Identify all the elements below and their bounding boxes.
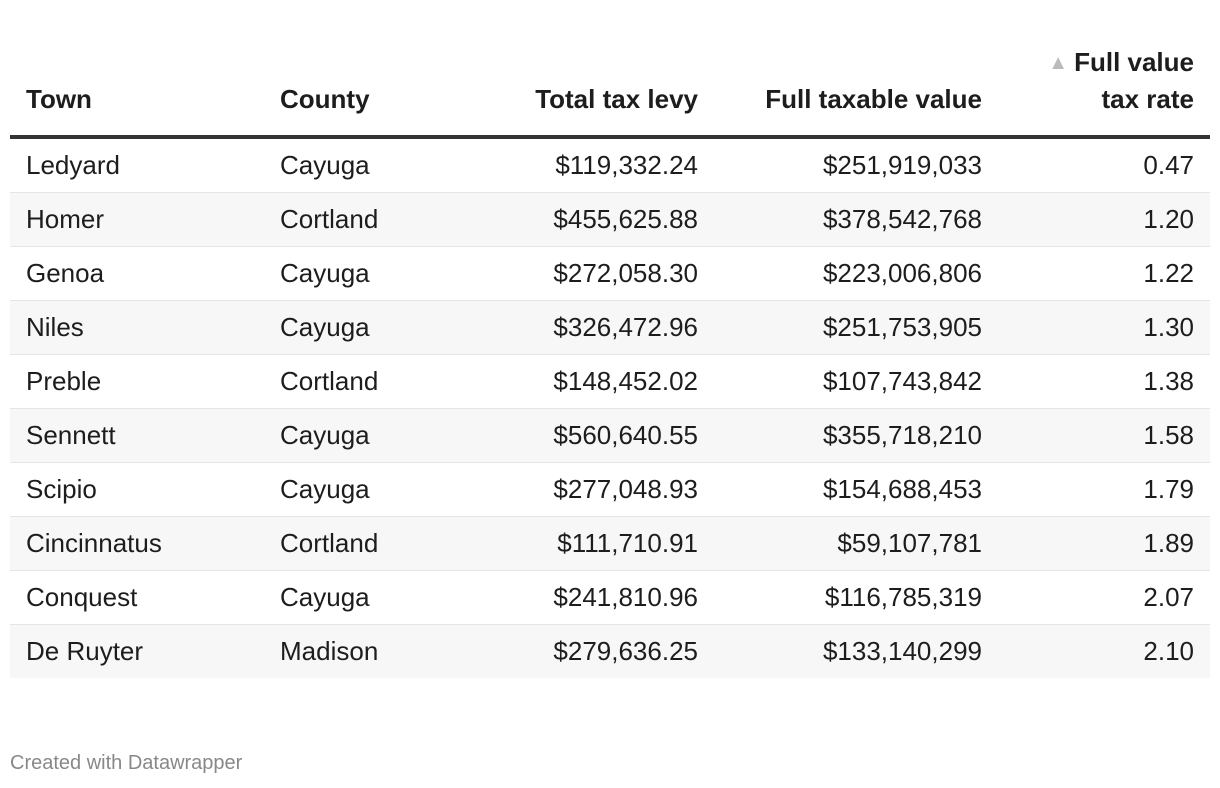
cell-full-value-tax-rate: 1.89	[998, 516, 1210, 571]
cell-town: Scipio	[10, 462, 264, 517]
cell-total-tax-levy: $148,452.02	[484, 354, 714, 409]
cell-full-value-tax-rate: 1.79	[998, 462, 1210, 517]
cell-total-tax-levy: $326,472.96	[484, 300, 714, 355]
tax-table: Town County Total tax levy Full taxable …	[10, 44, 1210, 678]
cell-county: Cayuga	[264, 462, 484, 517]
cell-town: Preble	[10, 354, 264, 409]
cell-full-value-tax-rate: 1.58	[998, 408, 1210, 463]
cell-full-taxable-value: $378,542,768	[714, 192, 998, 247]
cell-full-value-tax-rate: 1.30	[998, 300, 1210, 355]
cell-county: Cayuga	[264, 246, 484, 301]
cell-full-taxable-value: $251,753,905	[714, 300, 998, 355]
cell-full-taxable-value: $154,688,453	[714, 462, 998, 517]
cell-total-tax-levy: $455,625.88	[484, 192, 714, 247]
header-total-tax-levy[interactable]: Total tax levy	[484, 44, 714, 139]
cell-county: Cayuga	[264, 408, 484, 463]
cell-county: Cortland	[264, 354, 484, 409]
cell-county: Cortland	[264, 516, 484, 571]
cell-county: Cayuga	[264, 300, 484, 355]
cell-total-tax-levy: $111,710.91	[484, 516, 714, 571]
header-label: Full value tax rate	[1074, 47, 1194, 114]
cell-full-taxable-value: $251,919,033	[714, 137, 998, 193]
cell-total-tax-levy: $560,640.55	[484, 408, 714, 463]
header-town[interactable]: Town	[10, 44, 264, 139]
cell-full-taxable-value: $107,743,842	[714, 354, 998, 409]
cell-full-value-tax-rate: 0.47	[998, 137, 1210, 193]
cell-full-value-tax-rate: 2.10	[998, 624, 1210, 678]
cell-county: Cayuga	[264, 137, 484, 193]
cell-town: Conquest	[10, 570, 264, 625]
cell-full-taxable-value: $355,718,210	[714, 408, 998, 463]
table-row: Conquest Cayuga $241,810.96 $116,785,319 2.0…	[10, 570, 1210, 625]
table-row: Scipio Cayuga $277,048.93 $154,688,453 1.79	[10, 462, 1210, 517]
cell-total-tax-levy: $277,048.93	[484, 462, 714, 517]
table-row: De Ruyter Madison $279,636.25 $133,140,299 2…	[10, 624, 1210, 678]
cell-total-tax-levy: $279,636.25	[484, 624, 714, 678]
datawrapper-credit[interactable]: Created with Datawrapper	[10, 752, 243, 774]
cell-total-tax-levy: $241,810.96	[484, 570, 714, 625]
cell-full-taxable-value: $59,107,781	[714, 516, 998, 571]
sort-ascending-icon: ▲	[1048, 52, 1069, 74]
header-row: Town County Total tax levy Full taxable …	[10, 44, 1210, 139]
cell-full-taxable-value: $116,785,319	[714, 570, 998, 625]
cell-full-value-tax-rate: 2.07	[998, 570, 1210, 625]
table-row: Sennett Cayuga $560,640.55 $355,718,210 1.58	[10, 408, 1210, 463]
cell-town: Genoa	[10, 246, 264, 301]
cell-town: Homer	[10, 192, 264, 247]
cell-town: Niles	[10, 300, 264, 355]
cell-town: Ledyard	[10, 137, 264, 193]
table-row: Homer Cortland $455,625.88 $378,542,768 1.20	[10, 192, 1210, 247]
cell-full-value-tax-rate: 1.20	[998, 192, 1210, 247]
table-row: Niles Cayuga $326,472.96 $251,753,905 1.30	[10, 300, 1210, 355]
cell-total-tax-levy: $272,058.30	[484, 246, 714, 301]
header-county[interactable]: County	[264, 44, 484, 139]
cell-county: Cortland	[264, 192, 484, 247]
header-full-value-tax-rate[interactable]: ▲ Full value tax rate	[998, 44, 1210, 139]
table-row: Genoa Cayuga $272,058.30 $223,006,806 1.22	[10, 246, 1210, 301]
cell-county: Madison	[264, 624, 484, 678]
cell-full-value-tax-rate: 1.38	[998, 354, 1210, 409]
cell-county: Cayuga	[264, 570, 484, 625]
cell-town: Sennett	[10, 408, 264, 463]
table-row: Cincinnatus Cortland $111,710.91 $59,107,78…	[10, 516, 1210, 571]
cell-town: De Ruyter	[10, 624, 264, 678]
cell-full-value-tax-rate: 1.22	[998, 246, 1210, 301]
table-row: Ledyard Cayuga $119,332.24 $251,919,033 0.47	[10, 137, 1210, 193]
header-full-taxable-value[interactable]: Full taxable value	[714, 44, 998, 139]
table-row: Preble Cortland $148,452.02 $107,743,842 1.3…	[10, 354, 1210, 409]
cell-full-taxable-value: $133,140,299	[714, 624, 998, 678]
cell-total-tax-levy: $119,332.24	[484, 137, 714, 193]
cell-town: Cincinnatus	[10, 516, 264, 571]
cell-full-taxable-value: $223,006,806	[714, 246, 998, 301]
